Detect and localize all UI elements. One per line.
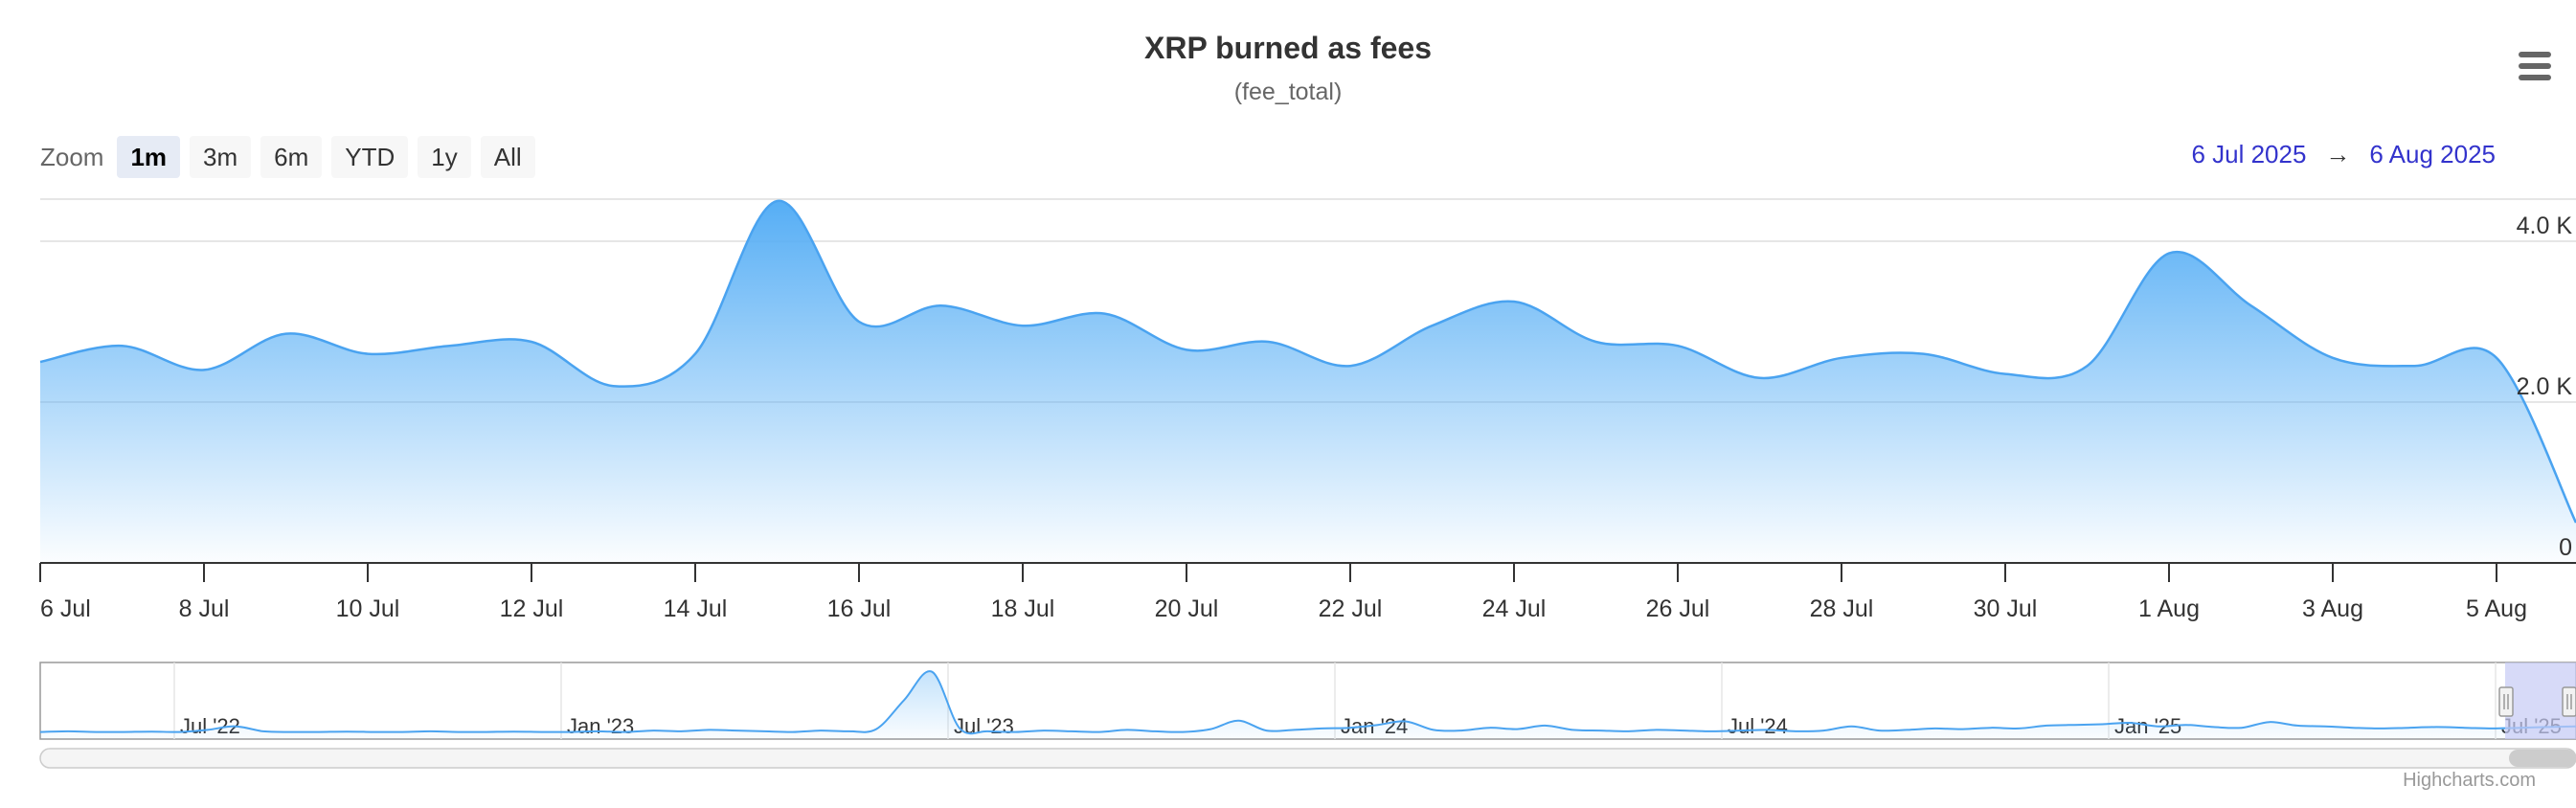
zoom-button-all[interactable]: All [480,136,535,178]
range-arrow: → [2325,140,2351,168]
x-tick-label: 5 Aug [2466,595,2527,622]
x-tick-label: 1 Aug [2138,595,2200,622]
highcharts-credits[interactable]: Highcharts.com [2403,770,2536,791]
x-tick-label: 30 Jul [1974,595,2038,622]
navigator-series-line [39,670,2576,735]
x-tick-label: 6 Jul [40,595,91,622]
y-tick-label: 2.0 K [2517,373,2573,400]
x-tick-label: 22 Jul [1319,595,1383,622]
x-tick-label: 10 Jul [336,595,400,622]
x-tick-label: 28 Jul [1810,595,1874,622]
zoom-label: Zoom [40,142,104,171]
scrollbar-track[interactable] [39,748,2576,769]
date-range: 6 Jul 2025 → 6 Aug 2025 [2191,140,2496,169]
zoom-button-3m[interactable]: 3m [190,136,252,178]
zoom-button-ytd[interactable]: YTD [331,136,409,178]
navigator-handle-left[interactable] [2498,686,2514,717]
series-area [40,200,2576,563]
hamburger-menu-icon[interactable] [2519,52,2551,80]
range-from-input[interactable]: 6 Jul 2025 [2191,140,2307,168]
range-to-input[interactable]: 6 Aug 2025 [2369,140,2496,168]
y-tick-label: 0 [2559,534,2572,561]
x-tick-label: 16 Jul [827,595,892,622]
zoom-button-1y[interactable]: 1y [418,136,471,178]
chart-title: XRP burned as fees [1144,31,1432,65]
x-tick-label: 3 Aug [2302,595,2363,622]
x-tick-label: 24 Jul [1482,595,1547,622]
zoom-button-1m[interactable]: 1m [117,136,181,178]
zoom-selector: Zoom 1m 3m 6m YTD 1y All [40,136,545,178]
chart-subtitle: (fee_total) [1233,79,1343,105]
x-tick-label: 8 Jul [179,595,230,622]
zoom-button-6m[interactable]: 6m [260,136,323,178]
x-tick-label: 26 Jul [1646,595,1710,622]
series-line [39,199,2576,524]
scrollbar-thumb[interactable] [2509,750,2576,767]
navigator-handle-right[interactable] [2562,686,2576,717]
x-tick-label: 18 Jul [991,595,1055,622]
x-tick-label: 12 Jul [500,595,564,622]
x-tick-label: 20 Jul [1155,595,1219,622]
y-tick-label: 4.0 K [2517,213,2573,239]
x-tick-label: 14 Jul [664,595,728,622]
